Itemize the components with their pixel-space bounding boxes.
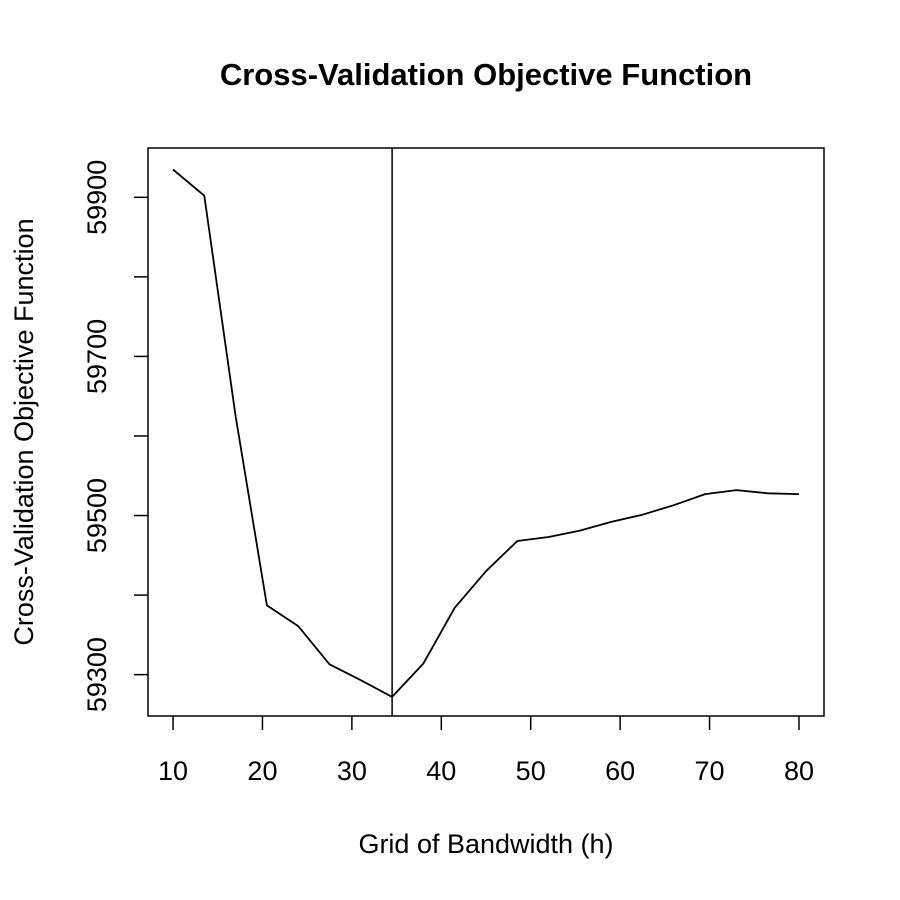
x-tick-label: 20 — [247, 756, 277, 786]
y-tick-label: 59700 — [82, 319, 112, 394]
x-tick-label: 40 — [426, 756, 456, 786]
y-tick-label: 59300 — [82, 637, 112, 712]
x-tick-label: 50 — [516, 756, 546, 786]
y-axis-label: Cross-Validation Objective Function — [9, 218, 39, 645]
y-axis: 59300 59500 59700 59900 — [82, 160, 148, 712]
x-tick-label: 80 — [784, 756, 814, 786]
x-axis: 10 20 30 40 50 60 70 80 — [158, 716, 814, 786]
x-tick-label: 10 — [158, 756, 188, 786]
plot-area — [172, 148, 800, 716]
x-axis-label: Grid of Bandwidth (h) — [358, 829, 613, 859]
plot-frame — [147, 147, 825, 717]
y-tick-label: 59500 — [82, 478, 112, 553]
x-tick-label: 70 — [695, 756, 725, 786]
series-line — [172, 168, 800, 698]
y-tick-label: 59900 — [82, 160, 112, 235]
chart-title: Cross-Validation Objective Function — [220, 57, 752, 92]
x-tick-label: 30 — [337, 756, 367, 786]
x-tick-label: 60 — [605, 756, 635, 786]
